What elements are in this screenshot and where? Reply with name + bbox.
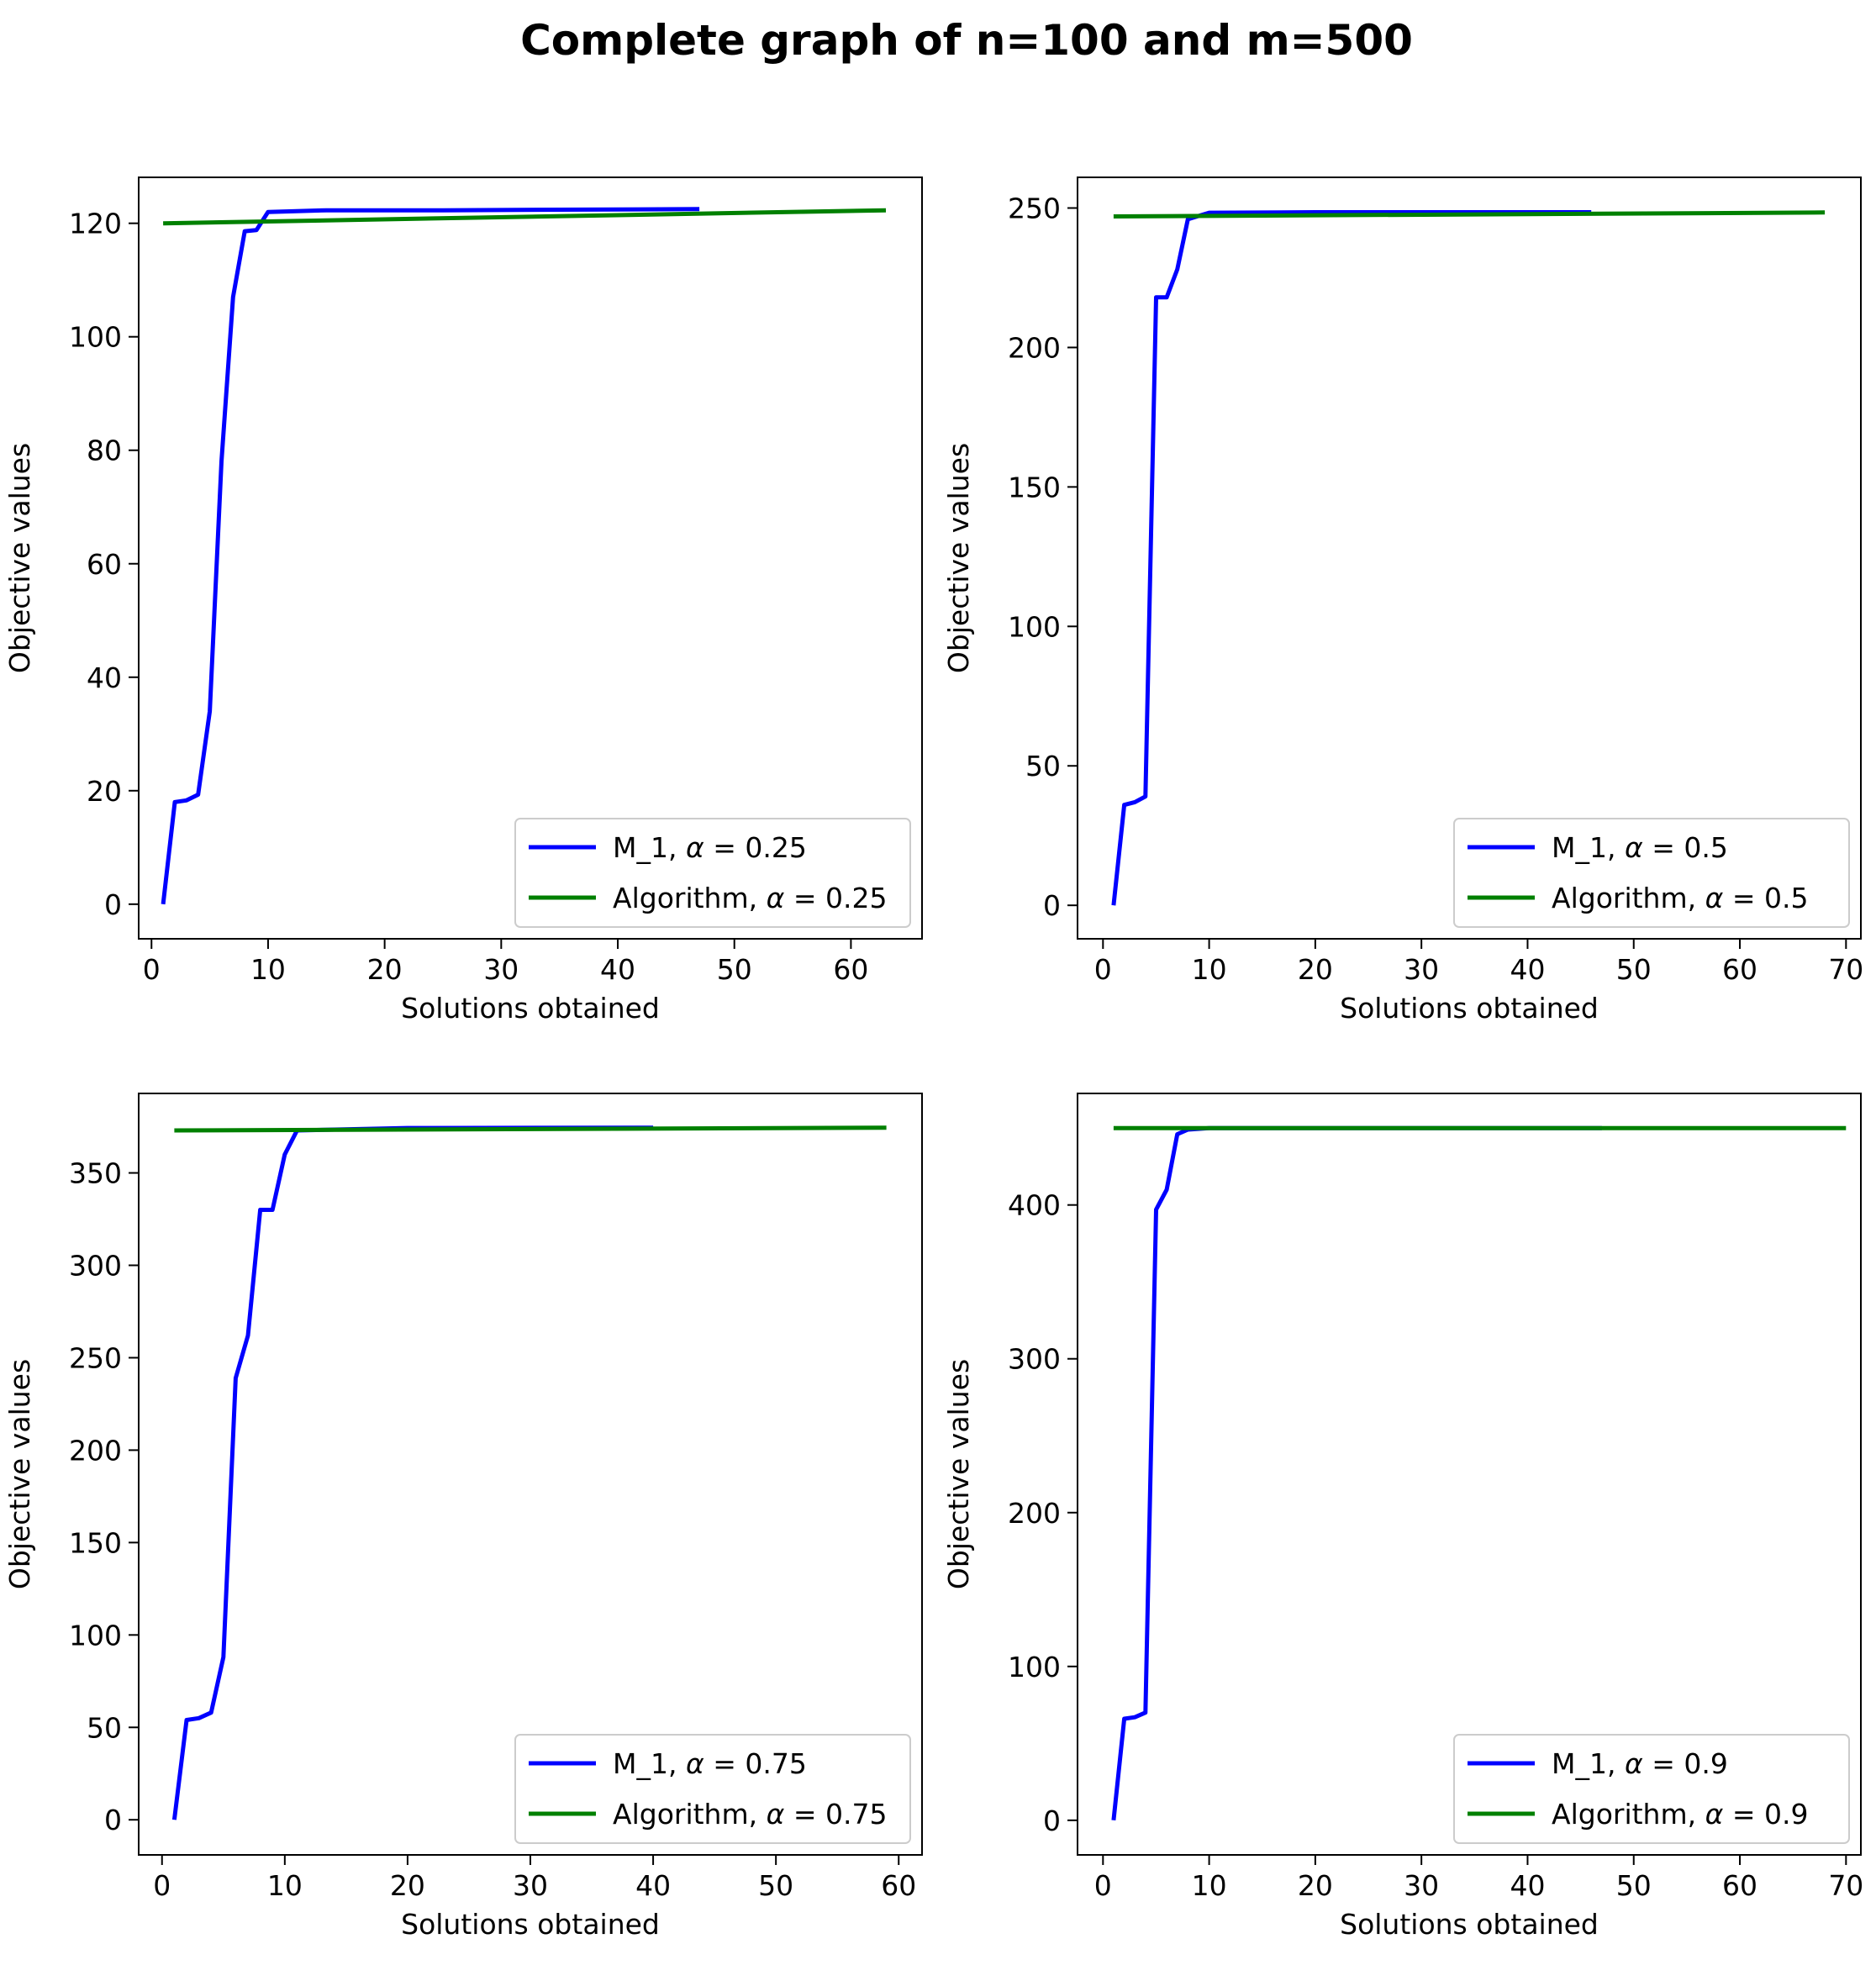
- y-axis-label: Objective values: [942, 1359, 975, 1589]
- y-tick-label: 0: [1043, 889, 1061, 922]
- x-tick-label: 10: [1192, 1869, 1227, 1902]
- subplot-3: 0 10 20 30 40 50 60 0 50 100 150 200 250 300 350 Soluti…: [3, 1093, 923, 1941]
- x-tick-label: 10: [267, 1869, 303, 1902]
- x-tick-label: 50: [758, 1869, 793, 1902]
- x-tick-label: 50: [1616, 1869, 1652, 1902]
- legend-box: [1453, 1734, 1850, 1844]
- x-tick-label: 40: [600, 953, 635, 986]
- y-tick-label: 0: [1043, 1804, 1061, 1837]
- y-axis-label: Objective values: [3, 443, 36, 673]
- x-tick-label: 30: [483, 953, 519, 986]
- subplot-2: 0 10 20 30 40 50 60 70 0 50 100 150 200 250 Solutions …: [942, 176, 1863, 1025]
- y-tick-label: 120: [69, 208, 122, 240]
- axes-frame: [1077, 1093, 1862, 1856]
- y-tick-label: 350: [69, 1157, 122, 1190]
- x-tick-label: 0: [143, 953, 161, 986]
- legend-m1-label: M_1, α = 0.9: [1552, 1747, 1728, 1780]
- y-tick-label: 150: [69, 1526, 122, 1559]
- legend-m1-label: M_1, α = 0.25: [613, 831, 807, 864]
- y-tick-label: 400: [1008, 1189, 1061, 1222]
- y-tick-label: 20: [87, 775, 122, 808]
- legend-algorithm-label: Algorithm, α = 0.75: [613, 1798, 887, 1831]
- y-tick-label: 250: [69, 1341, 122, 1374]
- x-tick-label: 20: [1298, 953, 1333, 986]
- x-tick-label: 60: [1722, 953, 1757, 986]
- x-tick-label: 40: [1510, 953, 1545, 986]
- axes-frame: [138, 176, 923, 940]
- legend-m1-label: M_1, α = 0.5: [1552, 831, 1728, 864]
- y-tick-label: 50: [1025, 750, 1061, 782]
- x-tick-label: 0: [1094, 953, 1112, 986]
- x-tick-label: 60: [881, 1869, 916, 1902]
- subplot-1: 0 10 20 30 40 50 60 0 20 40 60 80 100 120 Solutions ob…: [3, 176, 923, 1025]
- y-tick-label: 100: [1008, 610, 1061, 643]
- algorithm-series-line: [174, 1125, 887, 1133]
- y-tick-label: 250: [1008, 192, 1061, 225]
- y-tick-label: 60: [87, 548, 122, 581]
- y-tick-label: 200: [1008, 1497, 1061, 1530]
- y-tick-label: 0: [104, 1804, 122, 1836]
- y-tick-label: 100: [69, 1619, 122, 1652]
- y-tick-label: 80: [87, 435, 122, 467]
- y-tick-label: 300: [1008, 1343, 1061, 1376]
- subplot-4: 0 10 20 30 40 50 60 70 0 100 200 300 400 Solutions ob…: [942, 1093, 1863, 1941]
- m1-series-line: [1111, 210, 1592, 906]
- m1-series-line: [161, 207, 700, 905]
- x-tick-label: 40: [1510, 1869, 1545, 1902]
- x-tick-label: 60: [833, 953, 868, 986]
- legend-box: [514, 818, 911, 928]
- legend-algorithm-label: Algorithm, α = 0.25: [613, 882, 887, 914]
- x-tick-label: 30: [1404, 953, 1439, 986]
- legend-algorithm-label: Algorithm, α = 0.5: [1552, 882, 1809, 914]
- y-tick-label: 0: [104, 888, 122, 921]
- y-tick-label: 50: [87, 1711, 122, 1744]
- x-tick-label: 70: [1828, 1869, 1863, 1902]
- x-tick-label: 10: [250, 953, 286, 986]
- x-tick-label: 20: [390, 1869, 425, 1902]
- x-axis-label: Solutions obtained: [401, 1908, 660, 1941]
- x-axis-label: Solutions obtained: [1340, 1908, 1599, 1941]
- y-axis-label: Objective values: [3, 1359, 36, 1589]
- x-tick-label: 30: [1404, 1869, 1439, 1902]
- y-tick-label: 100: [1008, 1651, 1061, 1683]
- y-tick-label: 300: [69, 1250, 122, 1283]
- x-tick-label: 0: [153, 1869, 171, 1902]
- x-tick-label: 0: [1094, 1869, 1112, 1902]
- algorithm-series-line: [163, 208, 887, 226]
- x-tick-label: 30: [513, 1869, 548, 1902]
- y-tick-label: 200: [69, 1434, 122, 1467]
- legend-box: [1453, 818, 1850, 928]
- x-tick-label: 70: [1828, 953, 1863, 986]
- y-tick-label: 40: [87, 661, 122, 694]
- y-tick-label: 100: [69, 321, 122, 354]
- x-tick-label: 50: [1616, 953, 1652, 986]
- x-tick-label: 20: [367, 953, 403, 986]
- legend-box: [514, 1734, 911, 1844]
- y-axis-label: Objective values: [942, 443, 975, 673]
- x-axis-label: Solutions obtained: [401, 992, 660, 1025]
- legend-m1-label: M_1, α = 0.75: [613, 1747, 807, 1780]
- algorithm-series-line: [1113, 210, 1826, 219]
- x-tick-label: 10: [1192, 953, 1227, 986]
- x-tick-label: 60: [1722, 1869, 1757, 1902]
- x-tick-label: 20: [1298, 1869, 1333, 1902]
- figure-title: Complete graph of n=100 and m=500: [520, 16, 1413, 65]
- y-tick-label: 200: [1008, 331, 1061, 364]
- axes-frame: [1077, 176, 1862, 940]
- legend-algorithm-label: Algorithm, α = 0.9: [1552, 1798, 1809, 1831]
- x-tick-label: 50: [717, 953, 752, 986]
- x-tick-label: 40: [635, 1869, 671, 1902]
- y-tick-label: 150: [1008, 471, 1061, 503]
- x-axis-label: Solutions obtained: [1340, 992, 1599, 1025]
